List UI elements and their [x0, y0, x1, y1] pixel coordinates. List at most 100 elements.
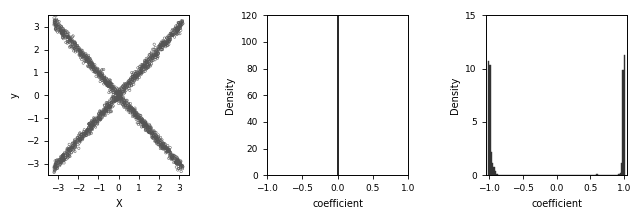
Point — [168, 34, 178, 37]
Point — [140, 64, 150, 68]
Point — [84, 129, 95, 133]
Point — [99, 114, 109, 117]
Point — [104, 91, 114, 94]
Point — [115, 96, 125, 99]
Point — [104, 106, 114, 109]
Point — [113, 95, 123, 99]
Point — [154, 45, 164, 48]
Point — [90, 125, 100, 129]
Point — [122, 106, 132, 109]
Point — [52, 163, 63, 167]
Bar — [492, 163, 493, 175]
Point — [175, 26, 185, 30]
Point — [108, 83, 118, 86]
Point — [51, 163, 61, 166]
Point — [163, 40, 173, 44]
Point — [97, 76, 107, 80]
Point — [165, 31, 175, 35]
Point — [63, 41, 74, 44]
Point — [153, 52, 163, 56]
Point — [81, 60, 92, 63]
Point — [132, 116, 143, 119]
Point — [131, 113, 141, 117]
Point — [77, 55, 88, 59]
Point — [156, 45, 166, 49]
Point — [86, 124, 96, 128]
Point — [122, 99, 132, 102]
Point — [127, 75, 137, 79]
Point — [172, 160, 182, 164]
Point — [143, 131, 154, 134]
Point — [174, 160, 184, 164]
Point — [126, 105, 136, 109]
Point — [95, 74, 105, 77]
Point — [117, 84, 127, 88]
Point — [97, 111, 108, 115]
Point — [92, 120, 102, 124]
Point — [97, 73, 107, 77]
Point — [54, 27, 64, 31]
Point — [163, 39, 173, 43]
Point — [168, 31, 178, 34]
Point — [175, 159, 186, 163]
Point — [83, 64, 93, 68]
Point — [72, 50, 83, 53]
Point — [56, 158, 67, 161]
Point — [134, 65, 145, 68]
Point — [72, 138, 83, 142]
Point — [79, 135, 89, 138]
Point — [50, 23, 60, 26]
Point — [99, 112, 109, 115]
Point — [88, 64, 99, 67]
Point — [88, 67, 99, 71]
Point — [175, 160, 186, 163]
Point — [114, 92, 124, 95]
Point — [95, 117, 106, 120]
Point — [83, 129, 93, 132]
Point — [58, 36, 68, 39]
Point — [173, 161, 184, 164]
Point — [70, 141, 80, 145]
Point — [50, 165, 60, 168]
Point — [116, 97, 127, 100]
Point — [86, 61, 96, 64]
Point — [115, 94, 125, 98]
Point — [59, 34, 69, 37]
Point — [86, 127, 97, 131]
Point — [126, 78, 136, 81]
Point — [102, 82, 112, 86]
Point — [99, 78, 109, 81]
Point — [151, 52, 161, 55]
Point — [175, 161, 186, 164]
Point — [138, 66, 148, 70]
Point — [93, 112, 104, 115]
Point — [118, 98, 128, 102]
Point — [140, 120, 150, 124]
Point — [102, 106, 113, 109]
Point — [57, 32, 67, 35]
Point — [115, 95, 125, 98]
Point — [106, 85, 116, 88]
Point — [170, 27, 180, 30]
Point — [147, 59, 157, 63]
Point — [70, 41, 80, 45]
Point — [154, 137, 164, 141]
Point — [164, 148, 174, 151]
Point — [93, 70, 103, 73]
Point — [93, 116, 103, 119]
Point — [92, 68, 102, 71]
Point — [99, 104, 109, 107]
Point — [163, 148, 173, 152]
Point — [168, 154, 178, 157]
Point — [63, 35, 74, 39]
Point — [136, 67, 147, 71]
Point — [58, 158, 68, 162]
Point — [132, 74, 142, 78]
Point — [108, 95, 118, 98]
Point — [165, 150, 175, 154]
Point — [70, 143, 81, 146]
Point — [124, 108, 134, 111]
Point — [120, 91, 130, 95]
Point — [113, 93, 124, 97]
Point — [58, 37, 68, 41]
